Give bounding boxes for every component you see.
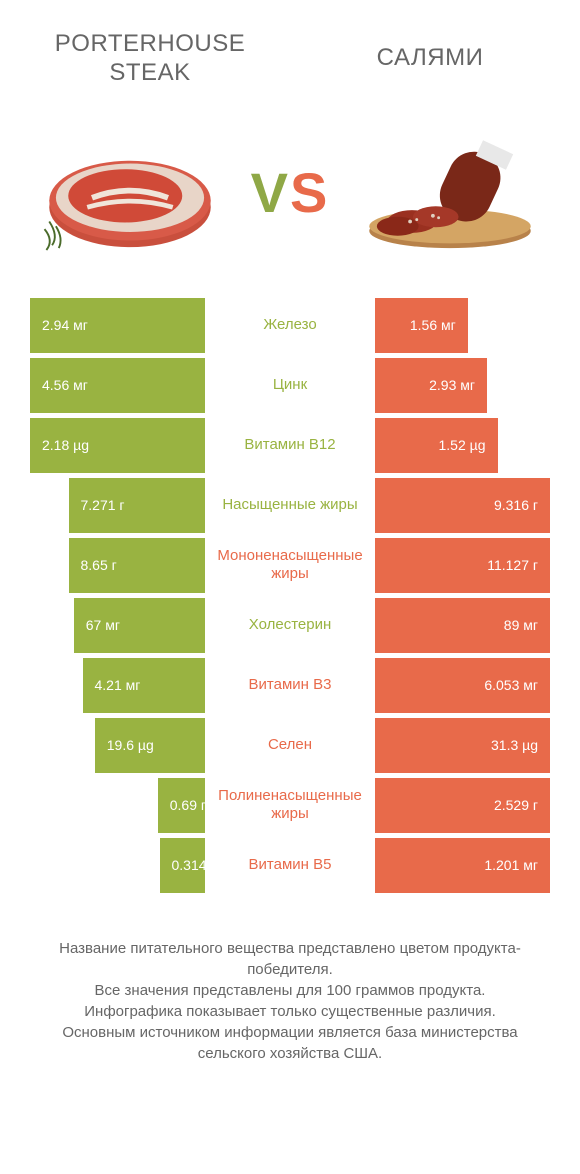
bar-left: 67 мг [74, 598, 205, 653]
bar-right: 89 мг [375, 598, 550, 653]
bar-right: 1.52 µg [375, 418, 498, 473]
bar-right: 1.201 мг [375, 838, 550, 893]
bar-left: 2.94 мг [30, 298, 205, 353]
table-row: 8.65 гМононенасыщенные жиры11.127 г [30, 538, 550, 593]
table-row: 2.94 мгЖелезо1.56 мг [30, 298, 550, 353]
footer-line: Название питательного вещества представл… [30, 938, 550, 980]
vs-s: S [290, 161, 329, 224]
bar-right: 11.127 г [375, 538, 550, 593]
bar-left: 0.314 мг [160, 838, 206, 893]
nutrient-label: Цинк [205, 358, 375, 413]
table-row: 4.21 мгВитамин B36.053 мг [30, 658, 550, 713]
bar-right: 9.316 г [375, 478, 550, 533]
footer-line: Инфографика показывает только существенн… [30, 1001, 550, 1022]
bar-wrap-left: 2.18 µg [30, 418, 205, 473]
table-row: 67 мгХолестерин89 мг [30, 598, 550, 653]
table-row: 4.56 мгЦинк2.93 мг [30, 358, 550, 413]
title-left: PORTERHOUSE STEAK [50, 30, 250, 88]
footer-line: Основным источником информации является … [30, 1022, 550, 1064]
bar-right: 31.3 µg [375, 718, 550, 773]
nutrient-label: Витамин B12 [205, 418, 375, 473]
bar-wrap-right: 1.201 мг [375, 838, 550, 893]
vs-v: V [251, 161, 290, 224]
nutrient-label: Мононенасыщенные жиры [205, 538, 375, 593]
bar-left: 2.18 µg [30, 418, 205, 473]
nutrient-label: Насыщенные жиры [205, 478, 375, 533]
table-row: 0.69 гПолиненасыщенные жиры2.529 г [30, 778, 550, 833]
bar-right: 6.053 мг [375, 658, 550, 713]
nutrient-label: Полиненасыщенные жиры [205, 778, 375, 833]
bar-wrap-right: 1.56 мг [375, 298, 550, 353]
bar-wrap-right: 31.3 µg [375, 718, 550, 773]
images-row: VS [0, 98, 580, 298]
bar-wrap-right: 6.053 мг [375, 658, 550, 713]
bar-wrap-right: 9.316 г [375, 478, 550, 533]
bar-right: 1.56 мг [375, 298, 468, 353]
bar-wrap-right: 2.93 мг [375, 358, 550, 413]
bar-wrap-left: 4.56 мг [30, 358, 205, 413]
bar-right: 2.93 мг [375, 358, 487, 413]
bar-wrap-left: 0.69 г [30, 778, 205, 833]
bar-wrap-right: 11.127 г [375, 538, 550, 593]
bar-left: 19.6 µg [95, 718, 205, 773]
salami-image [350, 118, 550, 268]
table-row: 19.6 µgСелен31.3 µg [30, 718, 550, 773]
steak-image [30, 118, 230, 268]
bar-left: 7.271 г [69, 478, 206, 533]
footer-notes: Название питательного вещества представл… [0, 898, 580, 1064]
bar-left: 4.21 мг [83, 658, 206, 713]
nutrient-label: Селен [205, 718, 375, 773]
bar-left: 8.65 г [69, 538, 206, 593]
footer-line: Все значения представлены для 100 граммо… [30, 980, 550, 1001]
bar-wrap-left: 4.21 мг [30, 658, 205, 713]
bar-wrap-right: 2.529 г [375, 778, 550, 833]
table-row: 0.314 мгВитамин B51.201 мг [30, 838, 550, 893]
bar-left: 0.69 г [158, 778, 205, 833]
comparison-table: 2.94 мгЖелезо1.56 мг4.56 мгЦинк2.93 мг2.… [0, 298, 580, 893]
header: PORTERHOUSE STEAK САЛЯМИ [0, 0, 580, 98]
bar-wrap-left: 19.6 µg [30, 718, 205, 773]
nutrient-label: Холестерин [205, 598, 375, 653]
bar-wrap-left: 7.271 г [30, 478, 205, 533]
nutrient-label: Железо [205, 298, 375, 353]
bar-left: 4.56 мг [30, 358, 205, 413]
bar-wrap-left: 8.65 г [30, 538, 205, 593]
table-row: 2.18 µgВитамин B121.52 µg [30, 418, 550, 473]
table-row: 7.271 гНасыщенные жиры9.316 г [30, 478, 550, 533]
bar-wrap-right: 1.52 µg [375, 418, 550, 473]
title-right: САЛЯМИ [330, 30, 530, 73]
bar-wrap-right: 89 мг [375, 598, 550, 653]
bar-wrap-left: 2.94 мг [30, 298, 205, 353]
bar-right: 2.529 г [375, 778, 550, 833]
nutrient-label: Витамин B5 [205, 838, 375, 893]
nutrient-label: Витамин B3 [205, 658, 375, 713]
bar-wrap-left: 0.314 мг [30, 838, 205, 893]
bar-wrap-left: 67 мг [30, 598, 205, 653]
vs-label: VS [251, 160, 330, 225]
